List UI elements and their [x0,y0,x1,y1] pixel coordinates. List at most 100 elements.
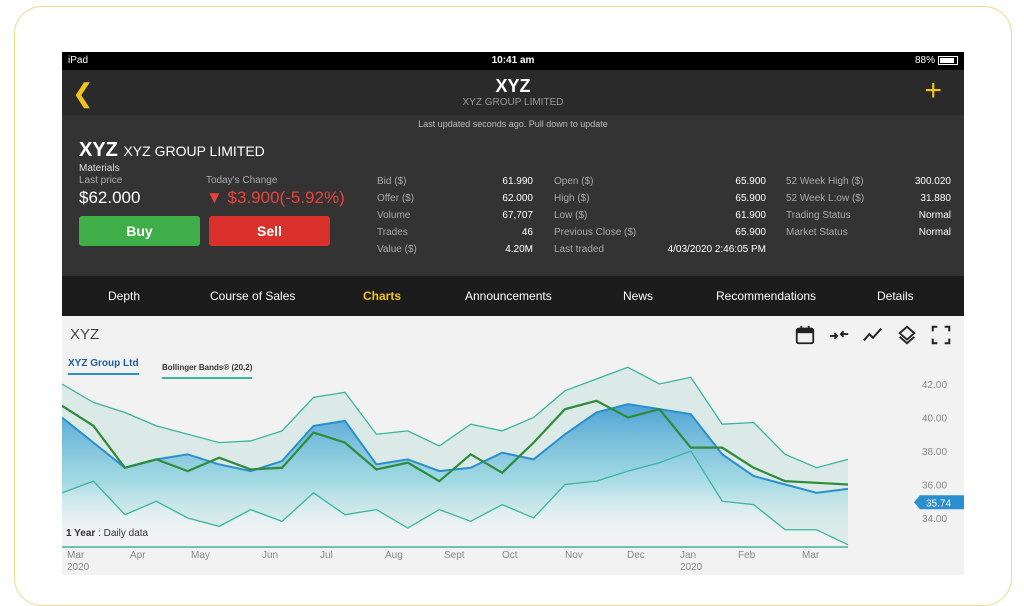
price-chart[interactable]: 42.0040.0038.0036.0034.0035.74Mar2020Apr… [62,316,964,575]
x-tick-label: Jul [320,550,333,561]
y-tick-label: 36.00 [922,481,947,492]
y-tick-label: 40.00 [922,414,947,425]
stat-label: Last traded [554,244,605,255]
calendar-icon[interactable] [794,324,816,346]
compress-icon[interactable] [828,324,850,346]
tab-course-of-sales[interactable]: Course of Sales [210,289,296,303]
moving-average-line [62,399,849,486]
sell-button[interactable]: Sell [209,216,330,246]
stats-column-2: Open ($) 65.900 High ($) 65.900 Low ($) 61.… [554,176,766,261]
stat-value: 65.900 [735,176,766,187]
chart-panel: 42.00 40.00 38.00 36.00 34.00 35.74 Mar 2020 Apr… [62,316,964,575]
stat-value: 300.020 [914,176,951,187]
x-tick-label: Nov [565,550,583,561]
stat-value: 31.880 [920,193,951,204]
chart-title: XYZ [70,326,100,343]
stats-column-3: 52 Week High ($) 300.020 52 Week L:ow ($)… [786,176,951,244]
x-tick-label: Aug [385,550,403,561]
stat-value: 65.900 [735,227,766,238]
chart-toolbar [794,324,952,346]
stat-label: Trades [377,227,408,238]
x-tick-label: Oct [502,550,518,561]
stat-label: Trading Status [786,210,851,221]
x-tick-label: Sept [444,550,465,561]
stat-label: Open ($) [554,176,594,187]
x-tick-label: Jan [680,550,696,561]
legend-price[interactable]: XYZ Group Ltd [68,358,139,375]
quote-panel: Last updated seconds ago. Pull down to u… [62,115,964,276]
change-label: Today's Change [206,175,278,186]
buy-button[interactable]: Buy [79,216,200,246]
legend-bollinger[interactable]: Bollinger Bands® (20,2) [162,362,253,379]
period-range: 1 Year [66,528,96,539]
stat-label: Value ($) [377,244,417,255]
tab-depth[interactable]: Depth [108,289,141,303]
x-tick-label: Mar [67,550,85,561]
stat-label: 52 Week High ($) [786,176,864,187]
stock-name: XYZ GROUP LIMITED [123,143,265,159]
tab-charts[interactable]: Charts [363,289,402,303]
tab-recommendations[interactable]: Recommendations [716,289,817,303]
tab-announcements[interactable]: Announcements [465,289,552,303]
period-interval: : Daily data [95,528,149,539]
status-bar: iPad 10:41 am 88% [62,52,964,70]
stat-label: Low ($) [554,210,588,221]
last-value-tag [914,495,964,510]
stat-label: High ($) [554,193,590,204]
battery-percent: 88% [914,55,935,66]
x-tick-label: Dec [627,550,645,561]
update-notice: Last updated seconds ago. Pull down to u… [418,119,608,129]
device-label: iPad [68,55,89,66]
back-chevron-icon[interactable]: ❮ [72,78,94,108]
stat-value: 65.900 [735,193,766,204]
x-tick-label: Apr [130,550,146,561]
nav-bar: ❮ XYZ XYZ GROUP LIMITED + [62,70,964,115]
ipad-screen: iPad 10:41 am 88% ❮ XYZ XYZ GROUP LIMITE… [62,52,964,575]
x-tick-label: Jun [262,550,278,561]
x-tick-year: 2020 [680,562,703,573]
tab-details[interactable]: Details [877,289,914,303]
tab-news[interactable]: News [623,289,654,303]
lower-band-line [62,450,849,546]
stat-value: 67,707 [502,210,533,221]
clock: 10:41 am [491,55,535,66]
stat-label: Volume [377,210,411,221]
upper-band-line [62,366,849,469]
y-tick-label: 38.00 [922,447,947,458]
todays-change: ▼ $3.900(-5.92%) [206,188,345,207]
price-area-fill [62,404,848,547]
y-tick-label: 42.00 [922,380,947,391]
period-label[interactable]: 1 Year : Daily data [66,528,148,540]
stat-value: 46 [521,227,533,238]
stock-sector: Materials [79,163,120,174]
stat-label: Bid ($) [377,176,407,187]
stat-value: Normal [918,210,951,221]
add-plus-icon[interactable]: + [924,74,942,107]
stats-column-1: Bid ($) 61.990 Offer ($) 62.000 Volume 67,7… [377,176,533,261]
stat-value: 4/03/2020 2:46:05 PM [667,244,766,255]
stock-code: XYZ [79,139,118,161]
stat-label: Offer ($) [377,193,415,204]
layers-icon[interactable] [896,324,918,346]
last-value-label: 35.74 [926,498,951,509]
stat-value: 4.20M [505,244,533,255]
stock-heading: XYZ XYZ GROUP LIMITED [79,140,265,161]
stat-value: Normal [918,227,951,238]
stat-label: 52 Week L:ow ($) [786,193,865,204]
stat-label: Previous Close ($) [554,227,637,238]
stat-value: 61.900 [735,210,766,221]
tab-bar: Depth Course of Sales Charts Announcemen… [62,276,964,316]
stat-value: 62.000 [502,193,533,204]
battery-icon [938,56,958,65]
x-tick-year: 2020 [67,562,90,573]
x-tick-label: Feb [738,550,756,561]
fullscreen-icon[interactable] [930,324,952,346]
nav-subtitle: XYZ GROUP LIMITED [462,97,564,108]
nav-title: XYZ [495,76,531,96]
last-price-label: Last price [79,175,123,186]
y-tick-label: 34.00 [922,514,947,525]
stat-value: 61.990 [502,176,533,187]
x-tick-label: Mar [802,550,820,561]
line-chart-icon[interactable] [862,324,884,346]
stat-label: Market Status [786,227,848,238]
